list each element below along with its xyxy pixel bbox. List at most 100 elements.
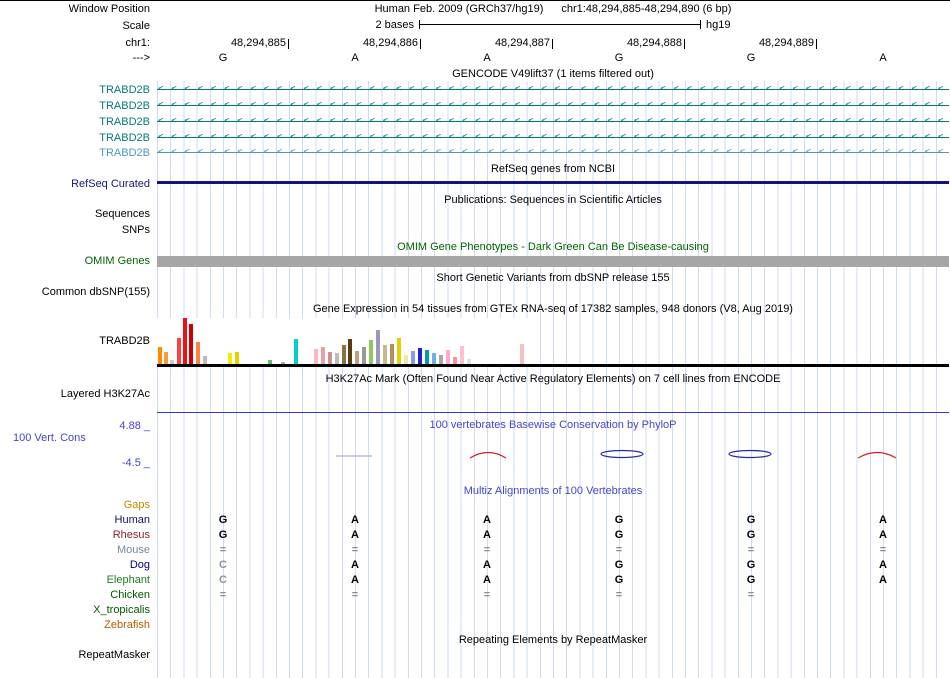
- repeatmasker-title[interactable]: Repeating Elements by RepeatMasker: [458, 634, 648, 646]
- label-species-dog[interactable]: Dog: [129, 559, 150, 571]
- label-phylop-max[interactable]: 4.88 _: [119, 420, 150, 432]
- label-common-dbsnp-155[interactable]: Common dbSNP(155): [41, 286, 150, 298]
- gtex-tissue-bar: [390, 344, 394, 364]
- alignment-base: =: [615, 544, 623, 556]
- gtex-tissue-bar: [170, 360, 174, 364]
- base-letter: G: [218, 52, 228, 64]
- ruler-number[interactable]: 48,294,887: [494, 37, 550, 49]
- label-species-human[interactable]: Human: [114, 514, 150, 526]
- label-100-vert-cons[interactable]: 100 Vert. Cons: [13, 432, 86, 444]
- gtex-tissue-bar: [404, 355, 408, 364]
- alignment-base: =: [747, 544, 755, 556]
- gtex-tissue-bar: [189, 324, 193, 364]
- gene-label-1[interactable]: TRABD2B: [99, 84, 150, 96]
- ruler-number[interactable]: 48,294,888: [626, 37, 682, 49]
- label-omim-genes[interactable]: OMIM Genes: [84, 255, 150, 267]
- label-species-elephant[interactable]: Elephant: [106, 574, 150, 586]
- gtex-baseline: [157, 364, 949, 367]
- alignment-base: A: [351, 559, 359, 571]
- gene-label-4[interactable]: TRABD2B: [99, 132, 150, 144]
- alignment-base: A: [351, 514, 359, 526]
- gtex-tissue-bar: [383, 345, 387, 364]
- scale-row: 2 bases hg19: [157, 19, 949, 32]
- alignment-base: G: [614, 574, 624, 586]
- alignment-base: A: [351, 529, 359, 541]
- alignment-base: =: [351, 589, 359, 601]
- gtex-tissue-bar: [328, 352, 332, 364]
- gtex-tissue-bar: [342, 345, 346, 364]
- position-text: chr1:48,294,885-48,294,890 (6 bp): [561, 3, 732, 15]
- refseq-curated-item[interactable]: [157, 181, 949, 184]
- gtex-tissue-bar: [314, 349, 318, 364]
- position-header-row: Human Feb. 2009 (GRCh37/hg19) chr1:48,294…: [157, 3, 949, 16]
- label-species-mouse[interactable]: Mouse: [116, 544, 150, 556]
- omim-title[interactable]: OMIM Gene Phenotypes - Dark Green Can Be…: [397, 241, 709, 253]
- gene-label-3[interactable]: TRABD2B: [99, 116, 150, 128]
- gtex-tissue-bar: [268, 360, 272, 364]
- alignment-base: A: [879, 574, 887, 586]
- gene-intron-line: [157, 121, 949, 122]
- multiz-title[interactable]: Multiz Alignments of 100 Vertebrates: [463, 485, 643, 497]
- label-phylop-min[interactable]: -4.5 _: [121, 457, 150, 469]
- label-sequences[interactable]: Sequences: [94, 208, 150, 220]
- label-species-zebrafish[interactable]: Zebrafish: [104, 619, 150, 631]
- gene-transcript[interactable]: <<<<<<<<<<<<<<<<<<<<<<<<<<<<<<<<<<<<<<<<…: [157, 147, 949, 158]
- gtex-tissue-bar: [196, 342, 200, 364]
- omim-gene-item[interactable]: [157, 256, 949, 267]
- label-species-gaps[interactable]: Gaps: [123, 499, 150, 511]
- publications-title[interactable]: Publications: Sequences in Scientific Ar…: [444, 194, 662, 206]
- tracks-panel[interactable]: Human Feb. 2009 (GRCh37/hg19) chr1:48,294…: [157, 1, 949, 678]
- label-refseq-curated[interactable]: RefSeq Curated: [71, 178, 150, 190]
- gtex-tissue-bar: [369, 340, 373, 364]
- minus-strand-arrows: <<<<<<<<<<<<<<<<<<<<<<<<<<<<<<<<<<<<<<<<…: [158, 132, 949, 142]
- label-repeatmasker[interactable]: RepeatMasker: [78, 649, 150, 661]
- label-window-position[interactable]: Window Position: [68, 3, 150, 15]
- gtex-tissue-bar: [467, 359, 471, 364]
- gene-intron-line: [157, 89, 949, 90]
- gene-transcript[interactable]: <<<<<<<<<<<<<<<<<<<<<<<<<<<<<<<<<<<<<<<<…: [157, 116, 949, 127]
- gene-intron-line: [157, 152, 949, 153]
- gtex-tissue-bar: [183, 318, 187, 364]
- base-letter: G: [614, 52, 624, 64]
- gene-intron-line: [157, 137, 949, 138]
- ruler-number[interactable]: 48,294,885: [230, 37, 286, 49]
- alignment-base: =: [879, 544, 887, 556]
- ruler-number[interactable]: 48,294,889: [758, 37, 814, 49]
- gene-transcript[interactable]: <<<<<<<<<<<<<<<<<<<<<<<<<<<<<<<<<<<<<<<<…: [157, 132, 949, 143]
- h3k27ac-title[interactable]: H3K27Ac Mark (Often Found Near Active Re…: [325, 373, 781, 385]
- gtex-title[interactable]: Gene Expression in 54 tissues from GTEx …: [313, 303, 793, 315]
- label-gtex-gene[interactable]: TRABD2B: [99, 335, 150, 347]
- gtex-tissue-bar: [177, 338, 181, 364]
- label-species-chicken[interactable]: Chicken: [110, 589, 150, 601]
- phylop-title[interactable]: 100 vertebrates Basewise Conservation by…: [429, 419, 677, 431]
- alignment-base: =: [219, 544, 227, 556]
- gene-label-5[interactable]: TRABD2B: [99, 147, 150, 159]
- label-snps[interactable]: SNPs: [121, 224, 150, 236]
- label-chromosome[interactable]: chr1:: [125, 37, 150, 49]
- refseq-title[interactable]: RefSeq genes from NCBI: [490, 163, 616, 175]
- gtex-tissue-bar: [425, 350, 429, 364]
- gene-transcript[interactable]: <<<<<<<<<<<<<<<<<<<<<<<<<<<<<<<<<<<<<<<<…: [157, 100, 949, 111]
- gtex-tissue-bar: [321, 347, 325, 364]
- label-scale[interactable]: Scale: [122, 20, 150, 32]
- ruler-number[interactable]: 48,294,886: [362, 37, 418, 49]
- label-layered-h3k27ac[interactable]: Layered H3K27Ac: [60, 388, 150, 400]
- gencode-title[interactable]: GENCODE V49lift37 (1 items filtered out): [452, 68, 654, 80]
- gene-label-2[interactable]: TRABD2B: [99, 100, 150, 112]
- track-labels-column: Window Position Scale chr1: ---> RefSeq Cura…: [0, 1, 153, 678]
- label-species-rhesus[interactable]: Rhesus: [112, 529, 150, 541]
- alignment-base: =: [615, 589, 623, 601]
- dbsnp-title[interactable]: Short Genetic Variants from dbSNP releas…: [436, 272, 670, 284]
- gtex-tissue-bar: [439, 355, 443, 364]
- gtex-tissue-bar: [335, 353, 339, 364]
- gene-transcript[interactable]: <<<<<<<<<<<<<<<<<<<<<<<<<<<<<<<<<<<<<<<<…: [157, 84, 949, 95]
- label-species-x-tropicalis[interactable]: X_tropicalis: [93, 604, 150, 616]
- phylop-wiggle-glyph: [469, 451, 507, 459]
- gtex-barchart[interactable]: [157, 318, 533, 364]
- minus-strand-arrows: <<<<<<<<<<<<<<<<<<<<<<<<<<<<<<<<<<<<<<<<…: [158, 147, 949, 157]
- ruler-tick: [816, 39, 817, 49]
- label-strand-direction[interactable]: --->: [132, 52, 150, 64]
- alignment-base: A: [483, 574, 491, 586]
- phylop-wiggle-glyph: [336, 455, 372, 457]
